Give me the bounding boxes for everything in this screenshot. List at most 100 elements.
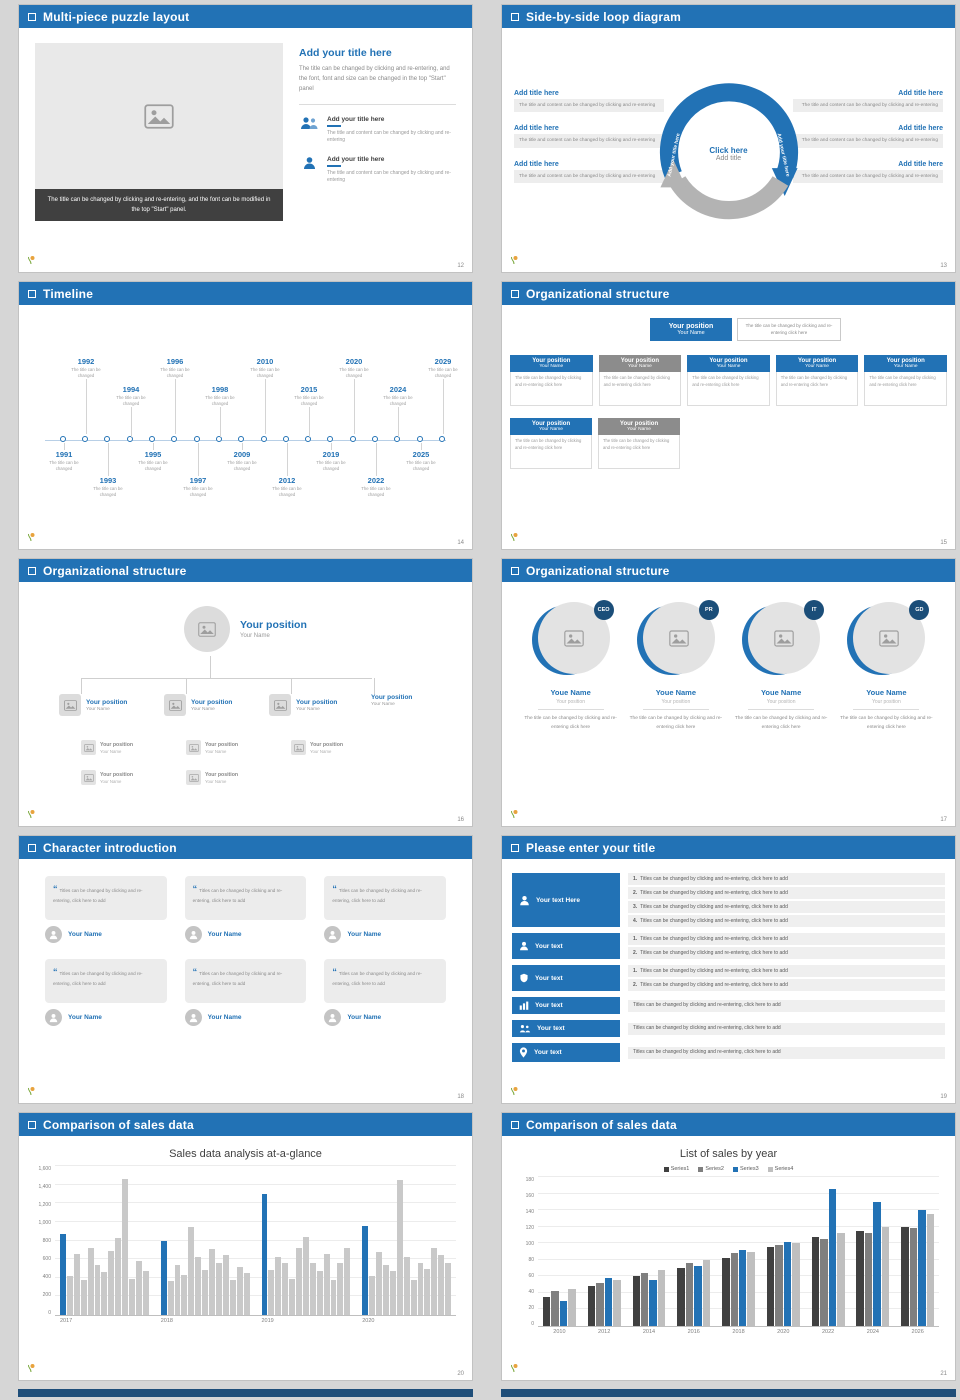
bar xyxy=(188,1226,195,1315)
name-label: Your Name xyxy=(207,1014,242,1021)
chart-area: 180 160 140 120 100 80 60 40 20 0 2010 2012 2014 201… xyxy=(502,1176,955,1335)
position-label: Your position xyxy=(872,699,901,705)
card-footer: Your Name xyxy=(184,926,307,943)
position-label: Your position xyxy=(661,699,691,705)
divider xyxy=(748,709,815,710)
bar xyxy=(369,1275,376,1315)
card-footer: Your Name xyxy=(324,1009,446,1026)
next-row-cropped-headers xyxy=(0,1389,960,1397)
divider xyxy=(853,709,920,710)
timeline-caption: The title can be changed xyxy=(116,395,146,406)
bar-series4 xyxy=(657,1269,666,1326)
y-tick-label: 80 xyxy=(528,1257,534,1263)
x-axis: 2010 2012 2014 2016 2018 2020 2022 2024 2026 xyxy=(538,1329,939,1335)
position-label: Your position xyxy=(191,698,233,706)
timeline-caption: The title can be changed xyxy=(71,367,101,378)
org-note-box: The title can be changed by clicking and… xyxy=(737,318,841,341)
y-tick-label: 120 xyxy=(525,1225,534,1231)
gridline xyxy=(538,1176,939,1177)
slide-body: Your position Your Name Your position Your… xyxy=(19,582,472,826)
timeline-dot xyxy=(327,436,333,442)
slide-title: Timeline xyxy=(43,286,94,301)
bar xyxy=(445,1262,452,1315)
timeline-dot xyxy=(238,436,244,442)
your-text-button[interactable]: Your text xyxy=(512,1020,620,1037)
bar xyxy=(424,1269,431,1315)
y-axis: 180 160 140 120 100 80 60 40 20 0 xyxy=(512,1177,538,1327)
avatar: CEO xyxy=(531,600,614,680)
bar-series4 xyxy=(837,1233,845,1326)
timeline-caption: The title can be changed xyxy=(406,460,436,471)
gridline xyxy=(538,1258,939,1260)
x-axis: 2017 2018 2019 2020 xyxy=(55,1318,456,1324)
item-title: Add title here xyxy=(898,160,943,168)
position-label: Your position xyxy=(240,619,307,631)
timeline-item: 2012 The title can be changed xyxy=(264,443,310,498)
content-line: 2. Titles can be changed by clicking and … xyxy=(628,887,945,899)
timeline-item: 2019 The title can be changed xyxy=(308,443,354,472)
position-label: Your position xyxy=(296,698,338,706)
page-number: 18 xyxy=(457,1094,464,1100)
item-title: Add title here xyxy=(898,90,943,97)
bar-series2 xyxy=(820,1239,828,1326)
position-label: Your position xyxy=(532,358,571,364)
content-lines: 1. Titles can be changed by clicking and … xyxy=(628,965,945,991)
line-text: Titles can be changed by clicking and re… xyxy=(640,875,788,882)
timeline-caption: The title can be changed xyxy=(272,486,302,497)
position-label: Your position xyxy=(531,421,571,427)
timeline-item: 1993 The title can be changed xyxy=(85,443,131,498)
timeline-dot xyxy=(60,436,66,442)
y-tick-label: 140 xyxy=(525,1209,534,1215)
y-tick-label: 200 xyxy=(42,1292,51,1298)
content-line: 3. Titles can be changed by clicking and … xyxy=(628,901,945,913)
loop-item: Add title here The title and content can … xyxy=(514,125,664,148)
timeline-caption: The title can be changed xyxy=(250,367,280,378)
button-label: Your text xyxy=(537,1025,565,1032)
center-line2: Add title xyxy=(715,155,742,162)
your-text-here-button[interactable]: Your text Here xyxy=(512,873,620,927)
content-line: 1. Titles can be changed by clicking and … xyxy=(628,965,945,977)
header-bullet-icon xyxy=(511,566,519,575)
quote-card: “Titles can be changed by clicking and r… xyxy=(324,876,446,943)
slide-header: Side-by-side loop diagram xyxy=(502,5,955,28)
page-number: 19 xyxy=(940,1094,947,1100)
x-tick-label: 2014 xyxy=(642,1329,656,1335)
timeline-caption: The title can be changed xyxy=(383,395,413,406)
legend-swatch xyxy=(733,1166,738,1172)
person-chat-icon xyxy=(520,941,528,951)
bar xyxy=(167,1281,174,1315)
your-text-button[interactable]: Your text xyxy=(512,997,620,1014)
bar-series3 xyxy=(828,1189,837,1326)
your-text-button[interactable]: Your text xyxy=(512,965,620,991)
your-text-button[interactable]: Your text xyxy=(512,933,620,959)
bar xyxy=(382,1264,389,1315)
gridline xyxy=(538,1275,939,1277)
quote-text: “Titles can be changed by clicking and r… xyxy=(45,959,167,1003)
org-leaf: Your position Your Name xyxy=(186,770,238,785)
slide-sales-comparison-2: Comparison of sales data List of sales b… xyxy=(501,1112,956,1381)
bar xyxy=(323,1254,330,1315)
member-description: The title can be changed by clicking and… xyxy=(840,716,933,730)
timeline-dot xyxy=(127,436,133,442)
position-label: Your position xyxy=(205,741,239,748)
timeline-year: 2022 xyxy=(367,476,385,485)
loop-arrows-diagram xyxy=(659,83,798,220)
bar-series1 xyxy=(587,1286,596,1326)
presenter-icon xyxy=(520,895,529,905)
quote-icon: “ xyxy=(53,967,58,977)
member-description: The title can be changed by clicking and… xyxy=(629,716,723,730)
quote-text: “Titles can be changed by clicking and r… xyxy=(324,876,446,920)
gridline xyxy=(538,1192,939,1194)
timeline-caption: The title can be changed xyxy=(93,486,123,497)
your-text-button[interactable]: Your text xyxy=(512,1043,620,1062)
timeline-dot xyxy=(417,436,423,442)
gridline xyxy=(538,1209,939,1211)
x-tick-label: 2018 xyxy=(732,1329,745,1335)
y-tick-label: 400 xyxy=(42,1274,51,1280)
member-card: GD Youe Name Your position The title can… xyxy=(838,600,935,732)
name-label: Your Name xyxy=(240,633,270,639)
bar-series1 xyxy=(722,1258,730,1326)
timeline-year: 2010 xyxy=(256,357,274,366)
connector-line xyxy=(210,656,211,678)
title-row: Your text Titles can be changed by click… xyxy=(512,997,945,1014)
